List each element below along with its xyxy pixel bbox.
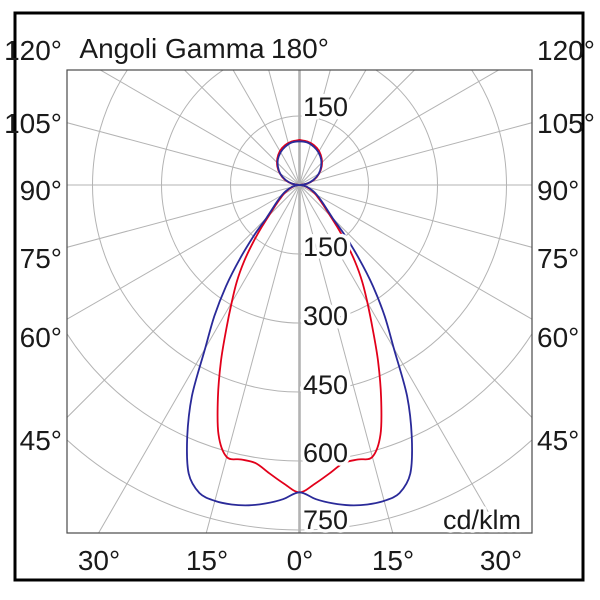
polar-grid-ray [299, 70, 367, 186]
right-angle-label: 120° [537, 35, 595, 66]
polar-grid-ray [205, 184, 300, 533]
polar-grid-ray [299, 70, 500, 186]
label-180deg: 180° [271, 33, 329, 64]
right-angle-label: 90° [537, 175, 579, 206]
radial-tick-label: 300 [303, 301, 348, 331]
polar-grid-ray [183, 70, 300, 186]
left-angle-label: 120° [4, 35, 62, 66]
curve-blue [186, 140, 413, 507]
polar-grid-ray [98, 184, 300, 533]
radial-tick-label: 450 [303, 370, 348, 400]
right-angle-label: 105° [537, 108, 595, 139]
polar-grid-ray [299, 184, 532, 248]
polar-grid-ray [67, 184, 300, 320]
polar-grid-ray [99, 70, 300, 186]
right-angle-label: 45° [537, 425, 579, 456]
polar-grid-ray [299, 122, 532, 186]
left-angle-label: 105° [4, 108, 62, 139]
polar-grid-ray [232, 70, 300, 186]
plot-border [66, 69, 533, 534]
polar-grid-ray [299, 70, 331, 186]
radial-tick-label: 150 [303, 232, 348, 262]
polar-grid-ray [67, 184, 300, 248]
bottom-angle-label: 15° [186, 545, 228, 576]
unit-label: cd/klm [443, 505, 521, 535]
polar-grid-ray [299, 184, 394, 533]
outer-frame [13, 11, 585, 582]
left-angle-label: 75° [20, 243, 62, 274]
bottom-angle-label: 30° [480, 545, 522, 576]
radial-tick-label: 600 [303, 438, 348, 468]
right-angle-label: 60° [537, 322, 579, 353]
left-angle-label: 90° [20, 175, 62, 206]
left-angle-label: 60° [20, 322, 62, 353]
polar-grid-ray [67, 184, 300, 419]
radial-tick-label-top: 150 [303, 92, 348, 122]
bottom-angle-label: 0° [287, 545, 314, 576]
polar-grid-ray [67, 122, 300, 186]
bottom-angle-label: 15° [372, 545, 414, 576]
polar-grid-ray [299, 184, 532, 320]
right-angle-label: 75° [537, 243, 579, 274]
bottom-angle-label: 30° [78, 545, 120, 576]
polar-grid-ray [299, 184, 501, 533]
diagram-title: Angoli Gamma [79, 33, 265, 64]
left-angle-label: 45° [20, 425, 62, 456]
polar-grid-ray [299, 70, 416, 186]
polar-grid-ray [268, 70, 300, 186]
radial-tick-label: 750 [303, 505, 348, 535]
polar-grid-ray [299, 184, 532, 419]
